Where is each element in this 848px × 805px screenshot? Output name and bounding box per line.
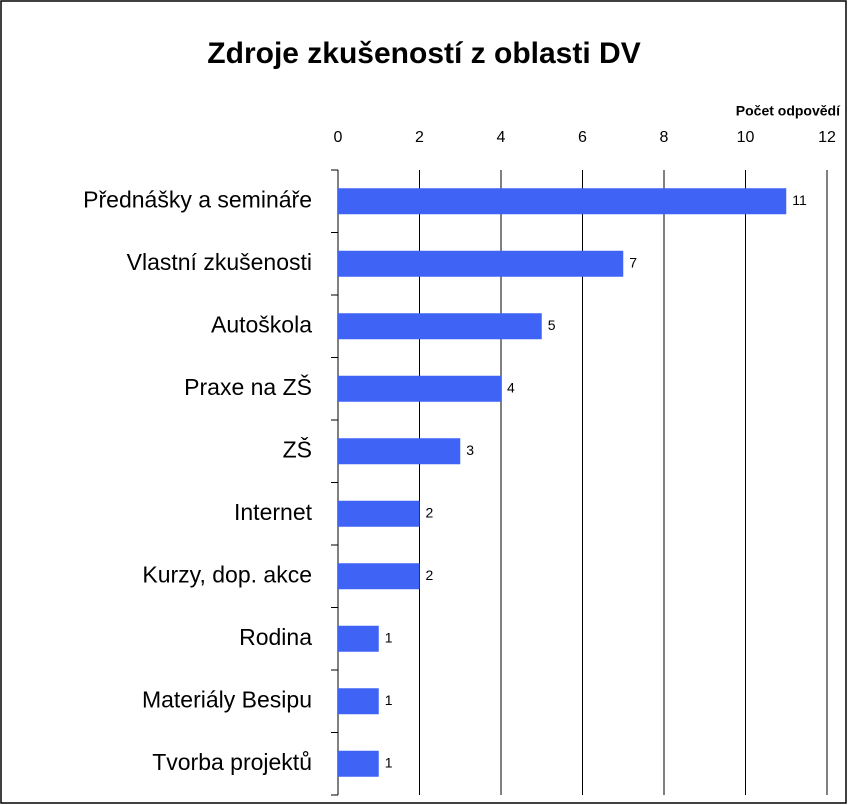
x-tick-label: 0 (334, 129, 343, 146)
x-tick-label: 10 (737, 129, 755, 146)
bar (338, 625, 379, 652)
x-tick-label: 2 (415, 129, 424, 146)
y-tick-label: Autoškola (211, 311, 312, 337)
data-label: 2 (426, 504, 434, 520)
bar (338, 438, 461, 465)
bar (338, 313, 542, 340)
bar (338, 688, 379, 715)
y-tick-label: Kurzy, dop. akce (142, 561, 312, 587)
data-label: 1 (385, 629, 393, 645)
x-tick-label: 4 (497, 129, 506, 146)
data-label: 11 (792, 192, 807, 208)
chart-title: Zdroje zkušeností z oblasti DV (207, 37, 640, 70)
bar (338, 750, 379, 777)
data-label: 4 (507, 379, 515, 395)
y-tick-label: Praxe na ZŠ (184, 373, 312, 400)
data-label: 2 (426, 567, 434, 583)
data-label: 1 (385, 692, 393, 708)
y-tick-label: Přednášky a semináře (83, 186, 312, 212)
y-tick-label: Tvorba projektů (152, 749, 312, 775)
bar (338, 563, 420, 590)
bar (338, 500, 420, 527)
data-label: 5 (548, 317, 556, 333)
x-tick-label: 12 (818, 129, 836, 146)
y-tick-label: ZŠ (283, 435, 312, 462)
bar (338, 375, 501, 402)
y-tick-label: Materiály Besipu (142, 686, 312, 712)
data-label: 7 (629, 254, 637, 270)
y-tick-label: Rodina (239, 624, 312, 650)
y-tick-label: Vlastní zkušenosti (127, 249, 312, 275)
bar (338, 188, 787, 215)
x-tick-label: 6 (578, 129, 587, 146)
x-tick-label: 8 (660, 129, 669, 146)
bar (338, 250, 624, 277)
data-label: 3 (466, 442, 474, 458)
data-label: 1 (385, 754, 393, 770)
x-axis-label: Počet odpovědí (736, 103, 841, 119)
y-tick-label: Internet (234, 499, 313, 525)
